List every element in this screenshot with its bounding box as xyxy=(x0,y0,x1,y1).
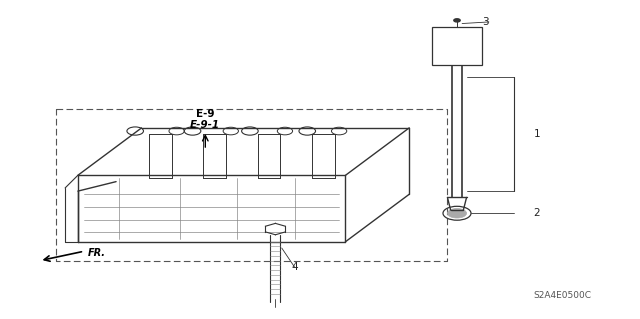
Text: 2: 2 xyxy=(534,208,540,218)
Text: E-9-1: E-9-1 xyxy=(190,120,220,130)
Circle shape xyxy=(454,19,460,22)
Text: 1: 1 xyxy=(534,129,540,139)
Text: 3: 3 xyxy=(483,17,489,27)
Text: FR.: FR. xyxy=(88,248,106,258)
Text: E-9: E-9 xyxy=(196,109,214,119)
Text: 4: 4 xyxy=(291,262,298,272)
FancyBboxPatch shape xyxy=(431,27,483,65)
Text: S2A4E0500C: S2A4E0500C xyxy=(533,291,591,300)
Circle shape xyxy=(447,209,467,218)
